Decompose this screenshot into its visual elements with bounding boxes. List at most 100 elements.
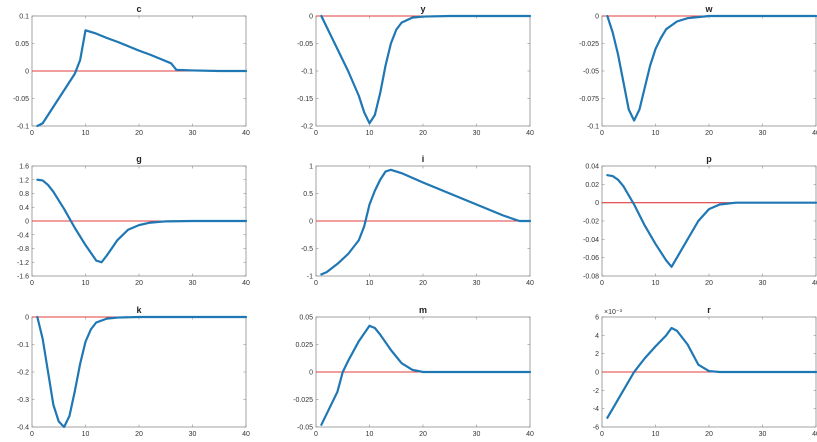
x-tick-label: 30: [473, 130, 481, 137]
x-tick-label: 0: [30, 431, 34, 438]
y-tick-label: 0: [309, 370, 313, 377]
x-tick-label: 0: [600, 431, 604, 438]
panel-p: p 0 10 20 30 40 -0.08 -0.06 -0.04 -0.02 0 0.02 0.04: [583, 154, 817, 287]
x-tick-label: 0: [30, 130, 34, 137]
panel-c: c 0 10 20 30 40 -0.1 -0.05 0 0.05 0.1: [13, 4, 250, 137]
x-tick-label: 20: [135, 130, 143, 137]
y-tick-label: 0.02: [585, 182, 599, 189]
series-line: [320, 324, 532, 426]
x-tick-label: 40: [812, 280, 817, 287]
x-tick-label: 0: [314, 280, 318, 287]
x-tick-label: 30: [473, 280, 481, 287]
y-tick-label: -0.05: [583, 69, 599, 76]
series-line: [320, 14, 532, 125]
x-tick-label: 40: [242, 280, 250, 287]
series-line: [606, 14, 817, 122]
x-tick-label: 0: [600, 280, 604, 287]
panel-title: r: [707, 305, 711, 315]
panel-title: w: [704, 4, 713, 14]
y-tick-label: 0.5: [303, 191, 313, 198]
x-tick-label: 10: [82, 130, 90, 137]
y-tick-label: 0.4: [19, 205, 29, 212]
series-line: [36, 178, 248, 264]
x-tick-label: 40: [242, 431, 250, 438]
x-tick-label: 30: [189, 431, 197, 438]
y-tick-label: -0.05: [13, 96, 29, 103]
y-tick-label: 0.8: [19, 191, 29, 198]
y-tick-label: -1: [307, 274, 313, 281]
axes-box: [31, 316, 247, 428]
y-tick-label: 0: [25, 219, 29, 226]
x-tick-label: 40: [242, 130, 250, 137]
y-tick-label: 0: [25, 69, 29, 76]
y-tick-label: 6: [595, 315, 599, 322]
x-tick-label: 0: [314, 130, 318, 137]
panel-title: g: [136, 154, 142, 164]
y-tick-label: -0.15: [297, 96, 313, 103]
series-line: [36, 315, 248, 429]
y-tick-label: -0.8: [17, 246, 29, 253]
y-tick-label: -0.2: [17, 370, 29, 377]
series-line: [36, 29, 248, 128]
y-tick-label: 0: [595, 370, 599, 377]
series-line: [606, 174, 817, 268]
y-tick-label: 0: [309, 219, 313, 226]
y-tick-label: -0.05: [297, 425, 313, 432]
y-tick-label: -0.06: [583, 255, 599, 262]
series-line: [320, 168, 532, 276]
x-tick-label: 20: [419, 280, 427, 287]
panel-k: k 0 10 20 30 40 -0.4 -0.3 -0.2 -0.1 0: [17, 305, 250, 438]
x-tick-label: 30: [473, 431, 481, 438]
y-tick-label: -1.2: [17, 260, 29, 267]
panel-y: y 0 10 20 30 40 -0.2 -0.15 -0.1 -0.05 0: [297, 4, 534, 137]
panel-title: c: [136, 4, 141, 14]
axes-box: [601, 165, 817, 277]
y-tick-label: -0.05: [297, 41, 313, 48]
y-tick-label: -0.1: [301, 69, 313, 76]
x-tick-label: 20: [705, 280, 713, 287]
y-tick-label: -0.025: [579, 41, 599, 48]
panel-title: k: [136, 305, 142, 315]
y-tick-label: -0.3: [17, 397, 29, 404]
y-tick-label: 0.04: [585, 164, 599, 171]
x-tick-label: 40: [812, 431, 817, 438]
y-tick-label: 0.05: [15, 41, 29, 48]
exponent-label: ×10⁻³: [604, 309, 623, 316]
y-tick-label: 1.2: [19, 177, 29, 184]
y-tick-label: 0.05: [299, 315, 313, 322]
y-tick-label: -0.025: [293, 397, 313, 404]
x-tick-label: 40: [526, 431, 534, 438]
y-tick-label: 4: [595, 333, 599, 340]
y-tick-label: -0.1: [587, 124, 599, 131]
x-tick-label: 40: [526, 280, 534, 287]
panel-m: m 0 10 20 30 40 -0.05 -0.025 0 0.025 0.05: [293, 305, 534, 438]
panel-title: i: [422, 154, 425, 164]
x-tick-label: 20: [419, 130, 427, 137]
y-tick-label: 0.025: [295, 342, 313, 349]
y-tick-label: 0: [595, 14, 599, 21]
y-tick-label: -0.1: [17, 342, 29, 349]
x-tick-label: 10: [82, 431, 90, 438]
y-tick-label: 0.1: [19, 14, 29, 21]
y-tick-label: 1.6: [19, 164, 29, 171]
y-tick-label: -6: [593, 425, 599, 432]
y-tick-label: -0.2: [301, 124, 313, 131]
y-tick-label: -0.08: [583, 274, 599, 281]
y-tick-label: -0.02: [583, 219, 599, 226]
y-tick-label: -4: [593, 406, 599, 413]
y-tick-label: -0.04: [583, 237, 599, 244]
y-tick-label: 1: [309, 164, 313, 171]
x-tick-label: 20: [135, 431, 143, 438]
y-tick-label: 0: [595, 200, 599, 207]
x-tick-label: 20: [705, 130, 713, 137]
y-tick-label: -0.075: [579, 96, 599, 103]
x-tick-label: 10: [82, 280, 90, 287]
y-tick-label: -0.1: [17, 124, 29, 131]
x-tick-label: 20: [419, 431, 427, 438]
x-tick-label: 30: [189, 280, 197, 287]
axes-box: [601, 15, 817, 127]
x-tick-label: 20: [135, 280, 143, 287]
panel-r: r ×10⁻³ 0 10 20 30 40 -6 -4 -2 0 2 4 6: [593, 305, 817, 438]
y-tick-label: 2: [595, 351, 599, 358]
